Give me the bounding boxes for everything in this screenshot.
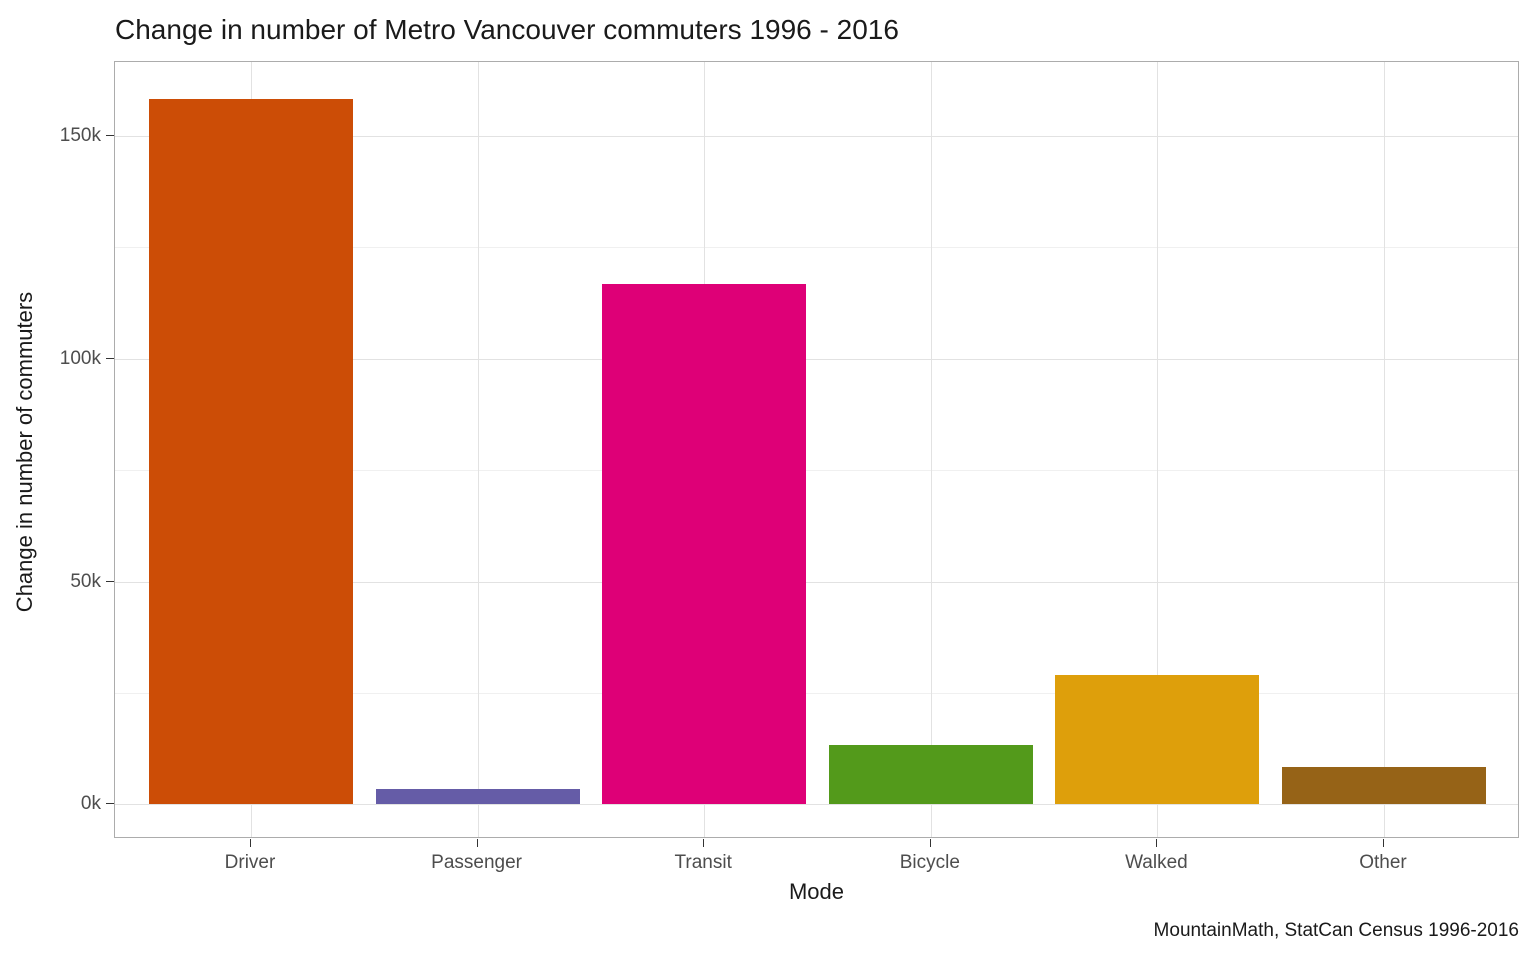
y-tick-label-50k: 50k bbox=[70, 570, 101, 592]
y-tick-mark bbox=[106, 803, 114, 805]
gridline-minor bbox=[115, 470, 1518, 472]
bar-driver bbox=[149, 98, 353, 805]
x-tick-label-bicycle: Bicycle bbox=[899, 852, 960, 873]
x-tick-mark bbox=[929, 839, 931, 847]
y-tick-mark bbox=[106, 357, 114, 359]
bar-bicycle bbox=[828, 745, 1033, 805]
y-tick-mark bbox=[106, 580, 114, 582]
x-tick-label-walked: Walked bbox=[1125, 852, 1188, 873]
page-title: Change in number of Metro Vancouver comm… bbox=[115, 14, 899, 45]
bar-other bbox=[1282, 766, 1487, 805]
gridline-major bbox=[115, 358, 1518, 360]
y-tick-label-100k: 100k bbox=[59, 347, 101, 369]
gridline-major bbox=[115, 136, 1518, 137]
plot-panel bbox=[114, 61, 1519, 838]
x-tick-mark bbox=[703, 839, 705, 847]
bar-walked bbox=[1055, 674, 1260, 805]
bar-passenger bbox=[375, 789, 580, 805]
y-tick-mark bbox=[106, 135, 114, 136]
x-axis-title: Mode bbox=[788, 879, 845, 904]
x-tick-mark bbox=[1156, 839, 1158, 847]
x-tick-label-other: Other bbox=[1359, 852, 1407, 873]
gridline-vertical-other bbox=[1384, 62, 1385, 837]
bar-transit bbox=[602, 284, 807, 805]
x-tick-mark bbox=[250, 839, 251, 847]
x-tick-label-transit: Transit bbox=[674, 852, 732, 873]
y-tick-label-150k: 150k bbox=[59, 125, 101, 146]
gridline-minor bbox=[115, 247, 1518, 249]
y-axis-title: Change in number of commuters bbox=[12, 291, 37, 613]
gridline-vertical-bicycle bbox=[930, 62, 932, 837]
chart-caption: MountainMath, StatCan Census 1996-2016 bbox=[1153, 920, 1519, 941]
gridline-minor bbox=[115, 692, 1518, 694]
x-tick-mark bbox=[1383, 839, 1384, 847]
gridline-major bbox=[115, 581, 1518, 583]
y-tick-label-0k: 0k bbox=[80, 793, 101, 815]
x-tick-label-passenger: Passenger bbox=[431, 852, 523, 873]
gridline-major bbox=[115, 804, 1518, 806]
gridline-vertical-walked bbox=[1157, 62, 1159, 837]
x-tick-mark bbox=[476, 839, 478, 847]
gridline-vertical-passenger bbox=[477, 62, 479, 837]
x-tick-label-driver: Driver bbox=[224, 852, 276, 873]
